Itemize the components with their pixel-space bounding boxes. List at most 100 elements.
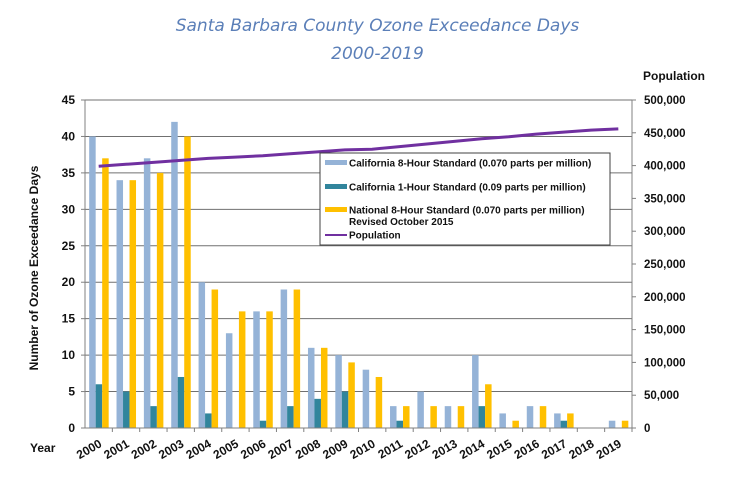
x-tick-label: 2007 [265, 436, 295, 462]
x-tick-label: 2017 [539, 436, 569, 462]
x-tick-label: 2009 [320, 436, 350, 462]
y2-tick-label: 250,000 [644, 259, 686, 271]
bar-ca-8hr [472, 355, 479, 428]
bar-national-8hr [320, 347, 328, 428]
axes: 0 5 10 15 20 25 30 35 40 45 0 50,000 100,000 150,000 2… [62, 93, 686, 462]
bar-ca-1hr [314, 398, 321, 428]
y2-tick-label: 450,000 [644, 128, 686, 140]
legend-swatch-ca-1hr [325, 184, 347, 189]
x-tick-label: 2019 [594, 436, 624, 462]
bar-national-8hr [156, 172, 164, 428]
y-tick-label: 15 [62, 312, 76, 326]
x-tick-label: 2018 [566, 436, 596, 462]
bar-ca-8hr [444, 406, 452, 428]
y2-tick-label: 500,000 [644, 95, 686, 107]
y-axis-label: Number of Ozone Exceedance Days [27, 165, 41, 370]
bar-ca-8hr [198, 282, 206, 428]
bar-ca-8hr [89, 136, 96, 428]
x-tick-label: 2014 [457, 436, 487, 462]
bar-ca-1hr [259, 420, 267, 428]
y-tick-label: 45 [62, 93, 76, 107]
bar-national-8hr [430, 406, 437, 428]
bar-national-8hr [348, 362, 355, 428]
y2-tick-label: 350,000 [644, 193, 686, 205]
bar-ca-8hr [143, 158, 151, 429]
legend-label: Population [349, 231, 401, 242]
bar-ca-8hr [335, 355, 342, 428]
bar-national-8hr [567, 413, 574, 428]
bar-ca-1hr [396, 420, 404, 428]
x-tick-label: 2012 [402, 436, 432, 462]
legend-label: California 1-Hour Standard (0.09 parts p… [349, 183, 586, 194]
bar-ca-1hr [341, 391, 349, 428]
bar-national-8hr [129, 180, 137, 428]
bar-ca-8hr [417, 391, 424, 428]
bar-ca-8hr [280, 289, 288, 428]
y2-tick-label: 0 [644, 423, 650, 435]
y-tick-label: 40 [62, 129, 76, 143]
legend-box [319, 152, 611, 246]
legend-label-line2: Revised October 2015 [349, 217, 454, 228]
y2-tick-label: 200,000 [644, 292, 686, 304]
bar-ca-8hr [608, 420, 616, 428]
x-tick-label: 2004 [183, 436, 213, 462]
bar-ca-1hr [177, 376, 185, 428]
legend-label: California 8-Hour Standard (0.070 parts … [349, 159, 591, 170]
bar-national-8hr [266, 311, 273, 428]
bar-ca-1hr [287, 406, 294, 428]
bar-ca-8hr [171, 121, 178, 428]
population-line-group [98, 127, 619, 168]
y-tick-label: 0 [68, 421, 75, 435]
bar-ca-8hr [307, 347, 315, 428]
y2-tick-label: 400,000 [644, 161, 686, 173]
bar-national-8hr [457, 406, 465, 428]
y-tick-label: 10 [62, 348, 76, 362]
y2-axis-label: Population [643, 69, 705, 83]
y-tick-label: 5 [68, 385, 75, 399]
y-tick-label: 20 [62, 275, 76, 289]
x-tick-label: 2015 [484, 436, 514, 462]
bar-ca-8hr [116, 180, 124, 428]
legend: California 8-Hour Standard (0.070 parts … [319, 152, 611, 246]
bar-national-8hr [539, 406, 547, 428]
bar-national-8hr [293, 289, 301, 428]
x-tick-label: 2011 [375, 436, 405, 461]
bar-national-8hr [211, 289, 219, 428]
bar-ca-8hr [499, 413, 506, 428]
x-tick-label: 2010 [348, 436, 378, 462]
bar-ca-8hr [526, 406, 534, 428]
bar-national-8hr [238, 311, 246, 428]
bar-national-8hr [621, 420, 629, 428]
chart-subtitle: 2000-2019 [331, 44, 424, 64]
y-tick-label: 30 [62, 202, 76, 216]
bar-national-8hr [375, 376, 383, 428]
bar-ca-1hr [478, 406, 486, 428]
bar-ca-1hr [205, 413, 212, 428]
bar-national-8hr [102, 158, 109, 429]
bar-national-8hr [512, 420, 519, 428]
legend-swatch-national-8hr [325, 207, 347, 212]
bar-national-8hr [403, 406, 410, 428]
y2-tick-label: 100,000 [644, 357, 686, 369]
x-tick-label: 2000 [74, 436, 104, 462]
bar-ca-8hr [362, 369, 370, 428]
bar-ca-8hr [253, 311, 260, 428]
gridlines [85, 99, 632, 393]
bar-ca-8hr [225, 333, 233, 428]
bar-ca-1hr [123, 391, 130, 428]
bars [89, 121, 629, 429]
bar-ca-1hr [560, 420, 568, 428]
legend-swatch-ca-8hr [325, 160, 347, 165]
y-tick-label: 25 [62, 239, 76, 253]
bar-ca-1hr [150, 406, 157, 428]
y-tick-label: 35 [62, 166, 76, 180]
y2-tick-label: 50,000 [644, 390, 679, 402]
bar-national-8hr [485, 384, 492, 428]
population-line [98, 127, 619, 168]
bar-national-8hr [184, 136, 191, 428]
chart-title: Santa Barbara County Ozone Exceedance Da… [175, 16, 580, 36]
x-tick-label: 2016 [512, 436, 542, 462]
x-tick-label: 2002 [129, 436, 159, 462]
x-tick-label: 2001 [101, 436, 131, 462]
x-tick-label: 2006 [238, 436, 268, 462]
